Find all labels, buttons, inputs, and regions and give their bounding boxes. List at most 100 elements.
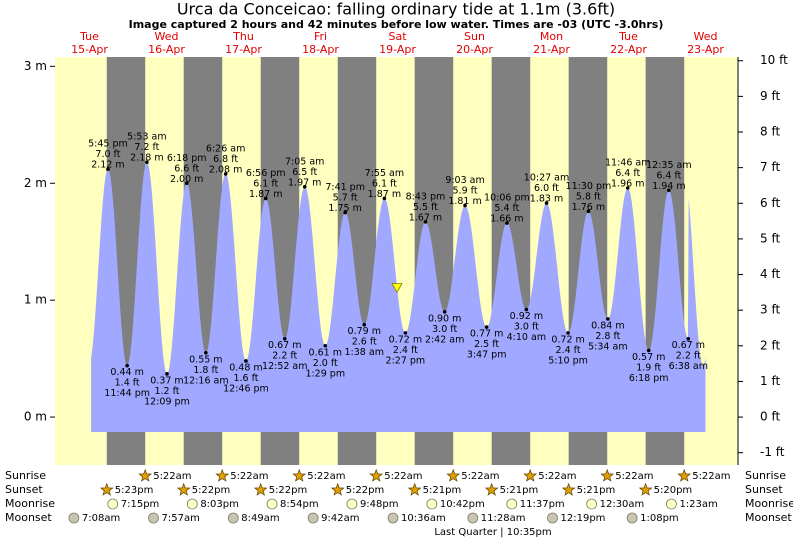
day-name: Wed bbox=[694, 30, 718, 43]
sunrise-time: 5:22am bbox=[230, 471, 268, 482]
tide-height-ft: 2.5 ft bbox=[474, 339, 499, 350]
tide-height-ft: 1.8 ft bbox=[193, 365, 218, 376]
tide-height-m: 1.87 m bbox=[368, 189, 401, 200]
tide-height-m: 1.66 m bbox=[490, 214, 523, 225]
moonrise-time: 8:03pm bbox=[200, 499, 239, 510]
tide-time: 6:18 pm bbox=[629, 373, 669, 384]
y2-tick-label: 8 ft bbox=[760, 125, 780, 139]
tide-height-m: 0.92 m bbox=[510, 311, 543, 322]
sunset-icon bbox=[484, 482, 499, 496]
extreme-point bbox=[362, 322, 367, 327]
y2-tick-label: 2 ft bbox=[760, 338, 780, 352]
moonset-icon bbox=[547, 512, 558, 524]
sunset-icon bbox=[330, 482, 345, 496]
sunrise-icon bbox=[369, 468, 384, 482]
moon-phase: Last Quarter | 10:35pm bbox=[434, 527, 551, 538]
tide-time: 2:42 am bbox=[425, 334, 464, 345]
moonrise-time: 8:54pm bbox=[280, 499, 319, 510]
row-label-right: Sunset bbox=[745, 483, 783, 496]
day-name: Thu bbox=[232, 30, 254, 43]
extreme-point bbox=[125, 363, 129, 368]
moonrise-icon bbox=[266, 498, 278, 510]
current-level-marker bbox=[391, 283, 403, 294]
extreme-point bbox=[442, 310, 447, 314]
sunset-time: 5:22pm bbox=[346, 485, 385, 496]
tide-time: 9:03 am bbox=[445, 175, 484, 186]
tide-time: 10:27 am bbox=[524, 173, 569, 184]
y2-tick-label: 9 ft bbox=[760, 89, 780, 103]
extreme-point bbox=[524, 307, 529, 312]
sunrise-time: 5:22am bbox=[538, 471, 576, 482]
tide-height-ft: 1.6 ft bbox=[233, 373, 258, 384]
sunset-time: 5:21pm bbox=[423, 485, 462, 496]
moonrise-time: 9:48pm bbox=[360, 499, 399, 510]
tide-height-m: 1.96 m bbox=[611, 178, 644, 189]
tide-height-m: 0.72 m bbox=[389, 334, 422, 345]
moonset-time: 12:19pm bbox=[561, 513, 606, 524]
y2-tick-label: 10 ft bbox=[760, 53, 788, 67]
tide-time: 12:09 pm bbox=[144, 396, 190, 407]
moonset-icon bbox=[467, 512, 479, 524]
tide-height-m: 1.76 m bbox=[572, 202, 605, 213]
sunset-icon bbox=[253, 482, 268, 496]
y2-tick-label: 0 ft bbox=[760, 410, 780, 424]
extreme-point bbox=[223, 172, 228, 176]
moonset-icon bbox=[387, 512, 399, 524]
extreme-point bbox=[566, 331, 570, 335]
moonrise-icon bbox=[346, 498, 358, 510]
tide-height-m: 0.84 m bbox=[591, 320, 624, 331]
tide-height-m: 1.83 m bbox=[530, 194, 563, 205]
sunset-icon bbox=[407, 482, 422, 496]
moonset-time: 11:28am bbox=[481, 513, 526, 524]
moonrise-time: 10:42pm bbox=[440, 499, 485, 510]
sunrise-icon bbox=[215, 468, 230, 482]
tide-height-ft: 6.1 ft bbox=[253, 178, 278, 189]
sunset-icon bbox=[176, 482, 191, 496]
row-label-left: Sunrise bbox=[5, 469, 46, 482]
extreme-point bbox=[343, 210, 347, 215]
extreme-point bbox=[302, 184, 307, 189]
sunset-time: 5:20pm bbox=[654, 485, 693, 496]
tide-time: 11:46 am bbox=[605, 157, 650, 168]
sunrise-time: 5:22am bbox=[461, 471, 499, 482]
moonrise-icon bbox=[586, 498, 598, 510]
tide-height-ft: 6.4 ft bbox=[656, 170, 681, 181]
tide-height-m: 0.37 m bbox=[150, 375, 183, 386]
extreme-point bbox=[606, 317, 610, 321]
chart-title: Urca da Conceicao: falling ordinary tide… bbox=[177, 0, 615, 19]
extreme-point bbox=[423, 220, 428, 224]
tide-height-ft: 7.2 ft bbox=[134, 142, 159, 153]
tide-height-ft: 6.4 ft bbox=[615, 168, 640, 179]
y-tick-label: 0 m bbox=[24, 410, 47, 424]
tide-height-m: 2.18 m bbox=[130, 153, 163, 164]
tide-height-m: 1.81 m bbox=[448, 196, 481, 207]
moonrise-time: 11:37pm bbox=[520, 499, 565, 510]
day-name: Tue bbox=[79, 30, 99, 43]
row-label-right: Moonrise bbox=[745, 497, 793, 510]
tide-height-ft: 2.4 ft bbox=[556, 345, 581, 356]
extreme-point bbox=[646, 348, 651, 353]
sunrise-time: 5:22am bbox=[153, 471, 191, 482]
extreme-point bbox=[667, 188, 671, 193]
tide-time: 3:47 pm bbox=[467, 350, 507, 361]
tide-time: 6:18 pm bbox=[167, 153, 207, 164]
day-name: Tue bbox=[618, 30, 638, 43]
tide-height-ft: 1.9 ft bbox=[636, 362, 661, 373]
tide-height-ft: 2.0 ft bbox=[313, 358, 338, 369]
y-tick-label: 3 m bbox=[24, 59, 47, 73]
tide-height-ft: 6.5 ft bbox=[292, 167, 317, 178]
tide-time: 4:10 am bbox=[507, 332, 546, 343]
sunset-time: 5:23pm bbox=[115, 485, 154, 496]
y2-tick-label: 1 ft bbox=[760, 374, 780, 388]
tide-time: 12:35 am bbox=[646, 160, 691, 171]
tide-time: 6:26 am bbox=[206, 143, 245, 154]
tide-height-ft: 6.0 ft bbox=[534, 183, 559, 194]
y2-tick-label: 4 ft bbox=[760, 267, 780, 281]
tide-height-m: 0.67 m bbox=[268, 340, 301, 351]
tide-height-ft: 2.4 ft bbox=[393, 345, 418, 356]
extreme-point bbox=[204, 350, 208, 355]
tide-time: 5:34 am bbox=[588, 341, 627, 352]
tide-height-ft: 2.2 ft bbox=[272, 351, 297, 362]
